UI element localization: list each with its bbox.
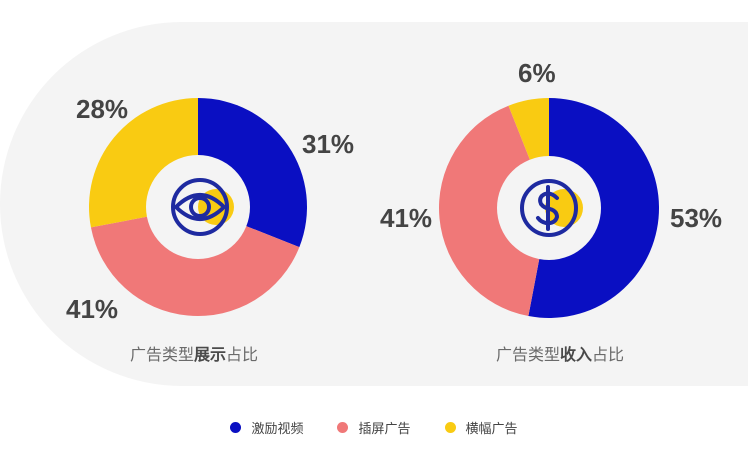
legend-dot-banner: [444, 422, 456, 433]
legend: 激励视频 插屏广告 横幅广告: [0, 418, 748, 437]
legend-dot-interstitial: [337, 422, 349, 433]
slice-label-video-display: 31%: [302, 129, 354, 159]
legend-dot-video: [230, 422, 242, 433]
eye-icon: [171, 178, 234, 236]
slice-label-banner-display: 28%: [76, 94, 128, 124]
legend-label-video: 激励视频: [251, 422, 304, 437]
slice-label-interstitial-display: 41%: [66, 294, 118, 324]
legend-label-interstitial: 插屏广告: [358, 422, 411, 437]
dollar-icon: [520, 179, 583, 237]
legend-label-banner: 横幅广告: [465, 422, 518, 437]
legend-item-video: 激励视频: [230, 418, 303, 437]
chart-display-share: 31% 41% 28% 广告类型展示占比: [66, 94, 354, 364]
slice-label-banner-revenue: 6%: [518, 58, 556, 88]
donut-slice-interstitial: [438, 105, 549, 317]
legend-item-interstitial: 插屏广告: [337, 418, 411, 437]
chart-revenue-share: 53% 41% 6% 广告类型收入占比: [380, 58, 722, 364]
chart-title-display: 广告类型展示占比: [130, 345, 258, 364]
slice-label-video-revenue: 53%: [670, 203, 722, 233]
legend-item-banner: 横幅广告: [444, 418, 518, 437]
slice-label-interstitial-revenue: 41%: [380, 203, 432, 233]
donut-slice-interstitial: [90, 207, 300, 317]
chart-title-revenue: 广告类型收入占比: [496, 345, 624, 364]
